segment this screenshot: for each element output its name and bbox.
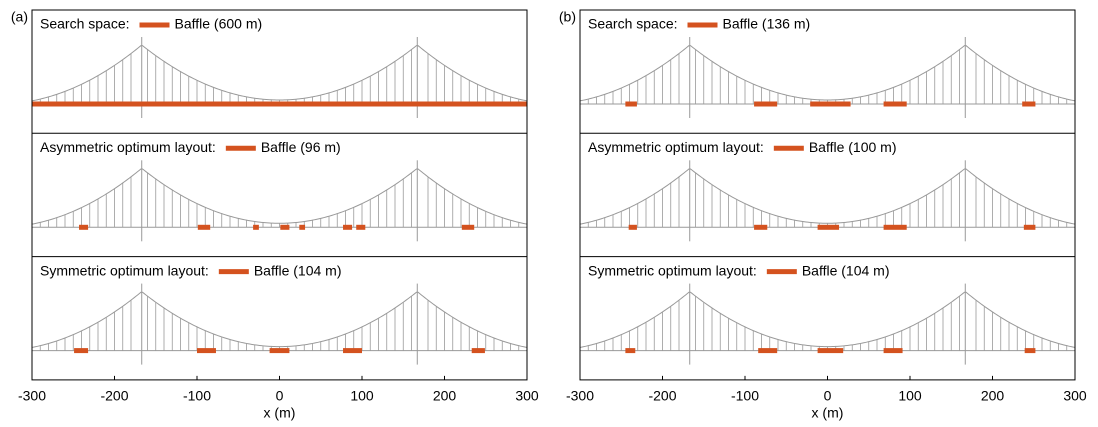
x-tick-label: 300 [1063, 388, 1087, 404]
baffle [79, 224, 89, 230]
panel-title: Asymmetric optimum layout: [40, 139, 216, 155]
baffle [471, 348, 485, 354]
baffle [269, 348, 290, 354]
legend-label: Baffle (104 m) [802, 262, 890, 278]
x-tick-label: 100 [350, 388, 374, 404]
x-tick-label: -200 [648, 388, 676, 404]
x-tick-label: -100 [731, 388, 759, 404]
baffle [32, 101, 527, 107]
legend-label: Baffle (600 m) [175, 16, 263, 32]
panel-title: Search space: [588, 16, 678, 32]
baffle [754, 101, 778, 107]
x-tick-label: -200 [100, 388, 128, 404]
baffle [883, 101, 907, 107]
panel-title: Symmetric optimum layout: [588, 262, 757, 278]
baffle [883, 224, 907, 230]
baffle [883, 348, 903, 354]
baffle [299, 224, 306, 230]
baffle [343, 348, 362, 354]
x-axis-label: x (m) [264, 405, 296, 421]
baffle [197, 348, 216, 354]
baffle [628, 224, 637, 230]
x-tick-label: -300 [18, 388, 46, 404]
baffle [625, 101, 637, 107]
baffle [754, 224, 768, 230]
baffle [461, 224, 475, 230]
panel-title: Search space: [40, 16, 130, 32]
legend-label: Baffle (96 m) [261, 139, 341, 155]
baffle [197, 224, 211, 230]
baffle [817, 224, 840, 230]
baffle [253, 224, 259, 230]
baffle [625, 348, 636, 354]
x-tick-label: 300 [515, 388, 539, 404]
x-tick-label: 0 [276, 388, 284, 404]
x-axis-label: x (m) [812, 405, 844, 421]
legend-label: Baffle (136 m) [723, 16, 811, 32]
baffle [817, 348, 844, 354]
baffle [343, 224, 353, 230]
x-tick-label: 0 [824, 388, 832, 404]
x-tick-label: -300 [566, 388, 594, 404]
baffle [1022, 101, 1036, 107]
baffle [1024, 348, 1036, 354]
panel-title: Symmetric optimum layout: [40, 262, 209, 278]
panel-label: (b) [559, 9, 576, 25]
x-tick-label: -100 [183, 388, 211, 404]
legend-label: Baffle (100 m) [809, 139, 897, 155]
x-tick-label: 100 [898, 388, 922, 404]
baffle [758, 348, 778, 354]
panel-label: (a) [11, 9, 28, 25]
baffle [74, 348, 89, 354]
x-tick-label: 200 [981, 388, 1005, 404]
baffle [280, 224, 290, 230]
legend-label: Baffle (104 m) [254, 262, 342, 278]
panel-title: Asymmetric optimum layout: [588, 139, 764, 155]
baffle [810, 101, 851, 107]
baffle [1023, 224, 1036, 230]
x-tick-label: 200 [433, 388, 457, 404]
baffle [356, 224, 366, 230]
